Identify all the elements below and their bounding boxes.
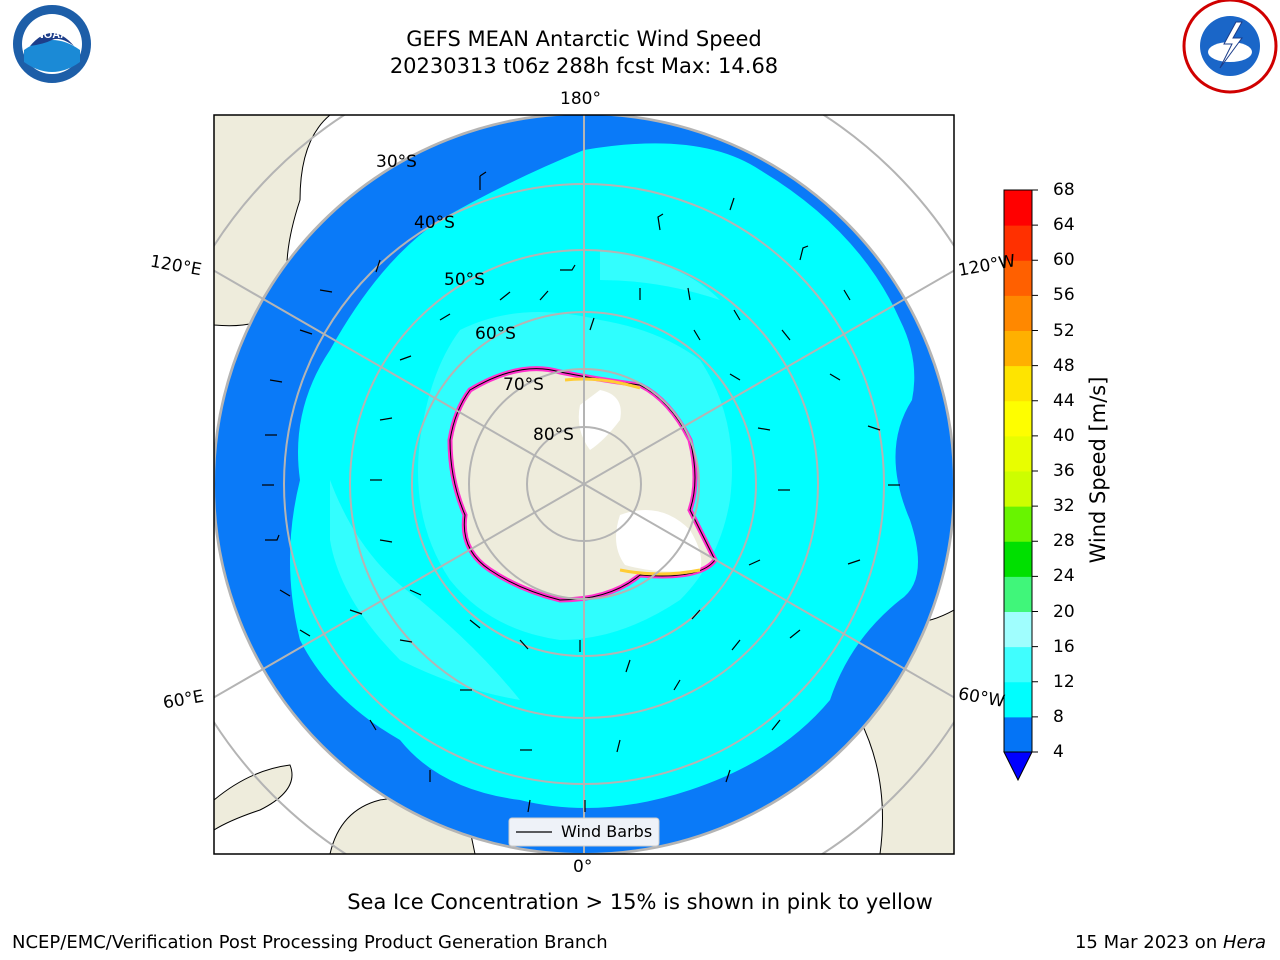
chart-subtitle: 20230313 t06z 288h fcst Max: 14.68	[389, 54, 779, 78]
noaa-logo: NOAA	[11, 3, 93, 85]
colorbar-segment	[1004, 295, 1032, 331]
colorbar-tick-label: 8	[1053, 706, 1064, 727]
wind-barbs	[262, 171, 900, 813]
colorbar-tick-label: 44	[1053, 390, 1075, 411]
colorbar-tick-label: 56	[1053, 285, 1075, 306]
caption: Sea Ice Concentration > 15% is shown in …	[347, 890, 933, 914]
colorbar-segment	[1004, 225, 1032, 261]
colorbar-tick-label: 12	[1053, 671, 1075, 692]
colorbar-segment	[1004, 471, 1032, 507]
lat-label-60s: 60°S	[475, 324, 516, 344]
colorbar-tick-label: 64	[1053, 215, 1075, 236]
footer-branch: NCEP/EMC/Verification Post Processing Pr…	[12, 932, 608, 953]
lon-label-0: 0°	[573, 857, 593, 877]
colorbar-tick-label: 32	[1053, 496, 1075, 517]
map-frame	[213, 114, 955, 855]
madagascar-landmass	[214, 764, 293, 831]
lat-label-50s: 50°S	[444, 270, 485, 290]
legend-label: Wind Barbs	[561, 822, 653, 841]
lat-label-70s: 70°S	[503, 375, 544, 395]
lat-label-40s: 40°S	[414, 213, 455, 233]
colorbar-segment	[1004, 506, 1032, 542]
colorbar-tick-label: 4	[1053, 742, 1064, 762]
colorbar-tick-label: 68	[1053, 180, 1075, 200]
lat-label-80s: 80°S	[533, 425, 574, 445]
colorbar-segment	[1004, 576, 1032, 612]
chart-title: GEFS MEAN Antarctic Wind Speed	[406, 27, 762, 51]
colorbar-tick-label: 52	[1053, 320, 1075, 341]
colorbar-segment	[1004, 681, 1032, 718]
colorbar-segment	[1004, 365, 1032, 402]
noaa-logo-text: NOAA	[36, 29, 68, 41]
colorbar-tick-label: 28	[1053, 531, 1075, 552]
colorbar-segment	[1004, 611, 1032, 648]
map-area	[214, 115, 954, 854]
footer-machine: Hera	[1222, 932, 1266, 953]
colorbar-segment	[1004, 330, 1032, 367]
colorbar-label: Wind Speed [m/s]	[1086, 376, 1110, 564]
nws-logo	[1182, 0, 1278, 94]
colorbar-segment	[1004, 541, 1032, 577]
colorbar-segment	[1004, 260, 1032, 296]
graticule	[214, 115, 954, 854]
colorbar-tick-label: 60	[1053, 250, 1075, 271]
colorbar-segment	[1004, 400, 1032, 437]
colorbar-segment	[1004, 435, 1032, 472]
lon-label-180: 180°	[560, 89, 601, 109]
colorbar-tick-label: 48	[1053, 355, 1075, 376]
colorbar-tick-label: 24	[1053, 566, 1075, 587]
colorbar-tick-label: 40	[1053, 425, 1075, 446]
lat-label-30s: 30°S	[376, 152, 417, 172]
wind-barbs-legend	[508, 817, 660, 847]
ross-ice-shelf	[578, 390, 621, 450]
colorbar-segment	[1004, 646, 1032, 683]
colorbar-tick-label: 16	[1053, 636, 1075, 657]
ronne-ice-shelf	[616, 510, 702, 572]
colorbar	[1003, 189, 1038, 782]
colorbar-segment	[1004, 716, 1032, 753]
colorbar-segment	[1004, 190, 1032, 226]
footer-date-text: 15 Mar 2023 on	[1074, 932, 1223, 953]
colorbar-extend-arrow	[1003, 751, 1033, 782]
colorbar-tick-label: 36	[1053, 461, 1075, 481]
colorbar-tick-label: 20	[1053, 601, 1075, 622]
footer-date: 15 Mar 2023 on Hera	[1075, 932, 1266, 953]
